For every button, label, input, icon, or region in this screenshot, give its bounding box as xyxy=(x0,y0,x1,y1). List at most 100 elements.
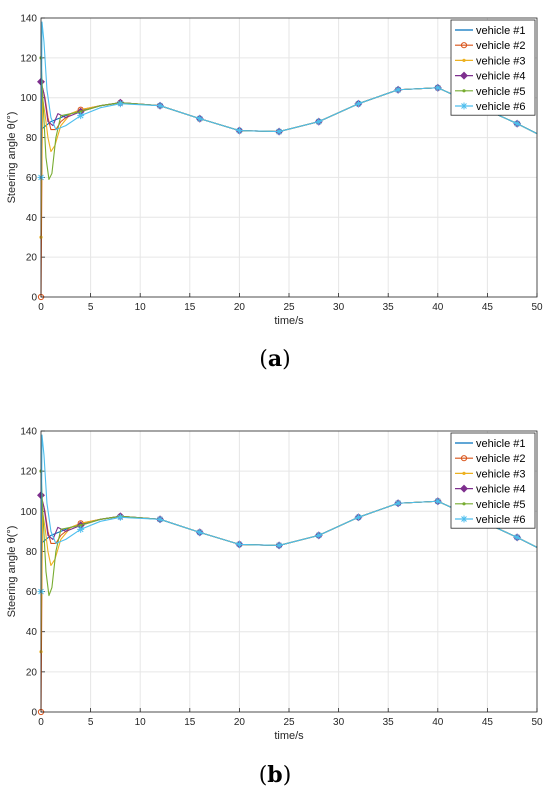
point-vehicle-6 xyxy=(354,100,362,108)
legend-marker-vehicle-3 xyxy=(462,471,466,475)
point-vehicle-6 xyxy=(394,86,402,94)
caption-b: (b) xyxy=(259,762,292,788)
point-vehicle-6 xyxy=(513,533,521,541)
legend: vehicle #1 vehicle #2 vehicle #3 vehicle #4… xyxy=(450,432,536,529)
legend-label-vehicle-6: vehicle #6 xyxy=(476,514,526,526)
y-tick-label: 100 xyxy=(20,93,37,104)
legend-marker-vehicle-6 xyxy=(460,515,468,523)
legend-label-vehicle-1: vehicle #1 xyxy=(476,25,526,37)
axes-box xyxy=(40,17,538,298)
legend-label-vehicle-4: vehicle #4 xyxy=(476,484,526,496)
legend-marker-vehicle-3 xyxy=(462,58,466,63)
y-tick-label: 100 xyxy=(20,507,37,518)
x-axis-label: time/s xyxy=(274,315,304,327)
caption-a-letter: a xyxy=(268,346,282,372)
x-tick-label: 30 xyxy=(333,717,345,728)
point-vehicle-6 xyxy=(354,513,362,521)
legend-label-vehicle-2: vehicle #2 xyxy=(476,40,526,52)
legend: vehicle #1 vehicle #2 vehicle #3 vehicle #4… xyxy=(450,19,536,116)
legend-marker-vehicle-6 xyxy=(460,102,468,110)
x-tick-label: 40 xyxy=(432,302,444,313)
x-tick-label: 50 xyxy=(531,717,543,728)
axes-box xyxy=(40,430,538,713)
point-vehicle-6 xyxy=(116,513,124,521)
x-tick-label: 25 xyxy=(283,717,295,728)
y-tick-label: 40 xyxy=(26,213,38,224)
x-tick-label: 25 xyxy=(283,302,295,313)
x-tick-label: 15 xyxy=(184,302,196,313)
legend-label-vehicle-4: vehicle #4 xyxy=(476,71,526,83)
legend-label-vehicle-5: vehicle #5 xyxy=(476,86,526,98)
legend-marker-vehicle-4 xyxy=(460,484,468,493)
x-tick-label: 0 xyxy=(38,717,44,728)
legend-label-vehicle-6: vehicle #6 xyxy=(476,101,526,113)
point-vehicle-6 xyxy=(513,120,521,128)
x-tick-label: 5 xyxy=(88,302,94,313)
caption-a-open: ( xyxy=(259,347,268,372)
y-tick-label: 120 xyxy=(20,467,37,478)
point-vehicle-6 xyxy=(116,100,124,108)
point-vehicle-6 xyxy=(394,499,402,507)
caption-a: (a) xyxy=(259,346,290,372)
point-vehicle-5 xyxy=(79,110,83,114)
legend-marker-vehicle-5 xyxy=(462,89,466,93)
y-tick-label: 60 xyxy=(26,173,38,184)
y-tick-label: 20 xyxy=(26,253,38,264)
y-tick-label: 140 xyxy=(20,427,37,438)
x-tick-label: 40 xyxy=(432,717,444,728)
point-vehicle-6 xyxy=(275,128,283,136)
point-vehicle-5 xyxy=(79,523,83,527)
legend-label-vehicle-3: vehicle #3 xyxy=(476,55,526,67)
point-vehicle-6 xyxy=(434,497,442,505)
y-tick-label: 60 xyxy=(26,587,38,598)
legend-label-vehicle-3: vehicle #3 xyxy=(476,468,526,480)
caption-a-close: ) xyxy=(282,347,291,372)
legend-marker-vehicle-5 xyxy=(462,502,466,506)
caption-b-open: ( xyxy=(259,763,268,788)
y-axis-label: Steering angle θ(°) xyxy=(6,526,18,618)
y-tick-label: 80 xyxy=(26,547,38,558)
point-vehicle-6 xyxy=(196,115,204,123)
y-tick-label: 40 xyxy=(26,627,38,638)
y-tick-label: 140 xyxy=(20,14,37,25)
point-vehicle-6 xyxy=(235,127,243,135)
x-tick-label: 45 xyxy=(482,302,494,313)
y-tick-label: 80 xyxy=(26,133,38,144)
x-axis-label: time/s xyxy=(274,730,304,742)
point-vehicle-6 xyxy=(156,515,164,523)
legend-label-vehicle-1: vehicle #1 xyxy=(476,438,526,450)
legend-label-vehicle-2: vehicle #2 xyxy=(476,453,526,465)
legend-marker-vehicle-4 xyxy=(460,71,468,80)
point-vehicle-6 xyxy=(196,528,204,536)
point-vehicle-6 xyxy=(315,118,323,126)
x-tick-label: 10 xyxy=(135,717,147,728)
legend-marker-vehicle-2 xyxy=(460,455,468,462)
chart-panel-a: 0 5 10 15 20 25 30 35 40 45 50 0 20 40 60 80 100 120 140 ti… xyxy=(6,14,543,328)
y-tick-label: 120 xyxy=(20,53,37,64)
x-tick-label: 35 xyxy=(383,717,395,728)
legend-label-vehicle-5: vehicle #5 xyxy=(476,499,526,511)
y-tick-label: 0 xyxy=(31,293,37,304)
caption-b-close: ) xyxy=(283,763,292,788)
caption-b-letter: b xyxy=(267,762,282,788)
x-tick-label: 35 xyxy=(383,302,395,313)
x-tick-label: 20 xyxy=(234,302,246,313)
x-tick-label: 50 xyxy=(531,302,543,313)
chart-panel-b: 0 5 10 15 20 25 30 35 40 45 50 0 20 40 60 80 100 120 140 ti… xyxy=(6,427,543,743)
x-tick-label: 0 xyxy=(38,302,44,313)
legend-marker-vehicle-2 xyxy=(460,42,468,49)
point-vehicle-6 xyxy=(235,540,243,548)
x-tick-label: 20 xyxy=(234,717,246,728)
legend-box xyxy=(450,19,536,116)
y-tick-label: 0 xyxy=(31,708,37,719)
point-vehicle-6 xyxy=(77,525,85,533)
x-tick-label: 30 xyxy=(333,302,345,313)
point-vehicle-6 xyxy=(156,102,164,110)
y-tick-label: 20 xyxy=(26,667,38,678)
x-tick-label: 45 xyxy=(482,717,494,728)
legend-box xyxy=(450,432,536,529)
point-vehicle-6 xyxy=(434,84,442,92)
point-vehicle-6 xyxy=(275,541,283,549)
